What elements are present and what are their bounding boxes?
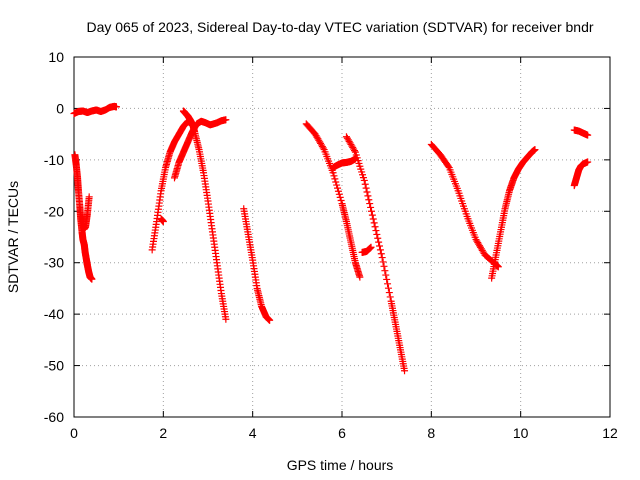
data-point xyxy=(381,267,389,275)
data-point xyxy=(85,193,93,201)
data-point xyxy=(531,146,539,154)
data-point xyxy=(363,188,371,196)
y-tick-label: -50 xyxy=(44,358,64,374)
data-point xyxy=(385,289,393,297)
data-point xyxy=(330,172,338,180)
data-point xyxy=(360,176,368,184)
data-point xyxy=(334,184,342,192)
data-point xyxy=(362,184,370,192)
data-point xyxy=(356,273,364,281)
data-point xyxy=(384,284,392,292)
data-point xyxy=(376,242,384,250)
data-point xyxy=(372,227,380,235)
x-tick-label: 12 xyxy=(602,425,618,441)
y-tick-label: 10 xyxy=(48,49,64,65)
data-point xyxy=(382,271,390,279)
data-point xyxy=(334,187,342,195)
data-point xyxy=(386,293,394,301)
data-point xyxy=(367,203,375,211)
data-point xyxy=(369,215,377,223)
data-point xyxy=(367,207,375,215)
data-point xyxy=(584,158,592,166)
data-point xyxy=(222,315,230,323)
data-point xyxy=(335,190,343,198)
x-tick-label: 10 xyxy=(513,425,529,441)
data-point xyxy=(444,162,452,170)
data-point xyxy=(584,131,592,139)
y-tick-label: 0 xyxy=(56,100,64,116)
data-point xyxy=(376,246,384,254)
data-point xyxy=(401,367,409,375)
data-point xyxy=(351,147,359,155)
data-point xyxy=(377,250,385,258)
y-axis-label: SDTVAR / TECUs xyxy=(5,181,21,293)
data-point xyxy=(370,219,378,227)
y-tick-label: -30 xyxy=(44,255,64,271)
data-point xyxy=(378,254,386,262)
data-point xyxy=(375,238,383,246)
data-point xyxy=(332,178,340,186)
data-point xyxy=(367,243,375,251)
x-tick-label: 6 xyxy=(338,425,346,441)
data-point xyxy=(337,196,345,204)
data-point xyxy=(371,223,379,231)
data-point xyxy=(331,175,339,183)
y-tick-label: -40 xyxy=(44,306,64,322)
data-point xyxy=(379,258,387,266)
data-point xyxy=(365,196,373,204)
data-point xyxy=(368,211,376,219)
data-point xyxy=(373,230,381,238)
data-point xyxy=(112,103,120,111)
data-point xyxy=(222,116,230,124)
y-tick-label: -60 xyxy=(44,409,64,425)
x-axis-label: GPS time / hours xyxy=(287,457,394,473)
data-point xyxy=(380,262,388,270)
data-point xyxy=(366,200,374,208)
data-point xyxy=(364,192,372,200)
data-point xyxy=(374,234,382,242)
x-tick-label: 4 xyxy=(249,425,257,441)
data-point xyxy=(383,275,391,283)
data-point xyxy=(266,316,274,324)
data-point xyxy=(361,180,369,188)
chart-title: Day 065 of 2023, Sidereal Day-to-day VTE… xyxy=(86,19,593,35)
data-point xyxy=(319,144,327,152)
y-tick-label: -10 xyxy=(44,152,64,168)
axis-ticks: 0 2 4 6 8 10 12 10 0 -10 -20 -30 -40 -50 -60 xyxy=(44,49,618,441)
data-point xyxy=(336,193,344,201)
x-tick-label: 0 xyxy=(70,425,78,441)
data-point xyxy=(384,280,392,288)
data-point xyxy=(88,275,96,283)
x-tick-label: 2 xyxy=(159,425,167,441)
x-tick-label: 8 xyxy=(427,425,435,441)
data-point xyxy=(333,181,341,189)
y-tick-label: -20 xyxy=(44,203,64,219)
data-points xyxy=(70,102,592,375)
data-point xyxy=(159,218,167,226)
